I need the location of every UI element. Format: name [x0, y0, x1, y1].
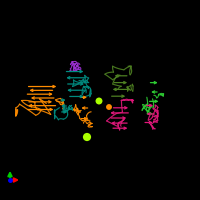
Point: [97, 99, 101, 103]
Point: [85, 135, 89, 139]
Point: [107, 105, 111, 109]
